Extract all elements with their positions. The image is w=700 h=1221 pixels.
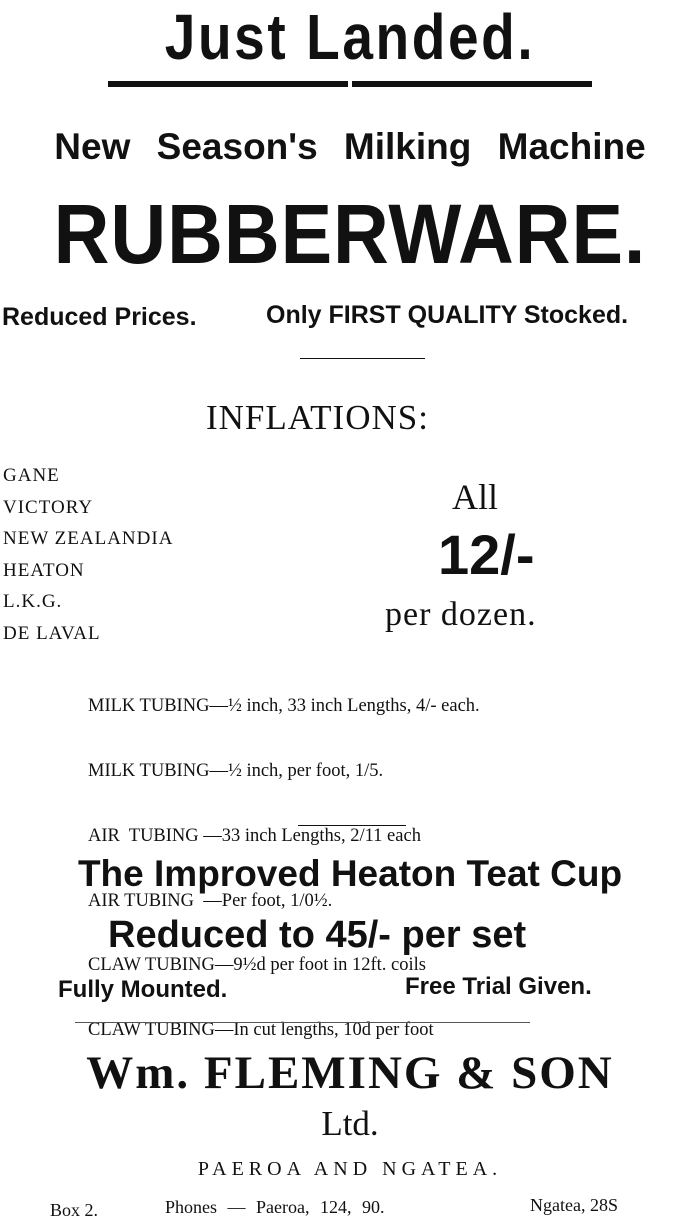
tagline-right: Only FIRST QUALITY Stocked. — [266, 301, 629, 329]
price-prefix: All — [452, 477, 499, 517]
tubing-item: CLAW TUBING—9½d per foot in 12ft. coils — [88, 955, 426, 976]
tubing-item: MILK TUBING—½ inch, 33 inch Lengths, 4/-… — [88, 696, 480, 717]
tubing-item: AIR TUBING —Per foot, 1/0½. — [88, 890, 333, 911]
double-rule-right — [352, 81, 592, 87]
company-locations: PAEROA AND NGATEA. — [197, 1158, 503, 1180]
inflations-heading: INFLATIONS: — [206, 398, 429, 437]
teat-cup-title: The Improved Heaton Teat Cup — [77, 853, 623, 894]
brand-item: GANE — [3, 465, 60, 486]
tubing-list: MILK TUBING—½ inch, 33 inch Lengths, 4/-… — [88, 653, 480, 1063]
brand-item: HEATON — [3, 559, 85, 581]
company-name: Wm. FLEMING & SON — [86, 1047, 614, 1099]
subheadline: New Season's Milking Machine — [54, 126, 646, 167]
brand-list: GANE VICTORY NEW ZEALANDIA HEATON L.K.G.… — [3, 460, 173, 650]
product-title: RUBBERWARE. — [53, 187, 647, 281]
company-suffix: Ltd. — [321, 1104, 379, 1143]
tubing-item: AIR TUBING —33 inch Lengths, 2/11 each — [88, 825, 421, 846]
teat-cup-note-right: Free Trial Given. — [405, 973, 592, 1000]
brand-item: VICTORY — [3, 496, 94, 518]
tubing-item: MILK TUBING—½ inch, per foot, 1/5. — [88, 760, 384, 781]
headline: Just Landed. — [164, 1, 536, 73]
double-rule-left — [108, 81, 348, 87]
company-phones: Phones — Paeroa, 124, 90. — [165, 1197, 385, 1217]
tagline-left: Reduced Prices. — [2, 303, 197, 331]
company-box: Box 2. — [50, 1200, 99, 1220]
tubing-item: CLAW TUBING—In cut lengths, 10d per foot — [88, 1020, 434, 1041]
brand-item: L.K.G. — [3, 591, 63, 613]
brand-item: DE LAVAL — [3, 622, 101, 644]
inflation-price: 12/- — [438, 523, 535, 586]
brand-item: NEW ZEALANDIA — [3, 528, 174, 550]
teat-cup-price: Reduced to 45/- per set — [108, 914, 527, 956]
divider — [298, 825, 406, 826]
divider — [75, 1022, 530, 1023]
price-suffix: per dozen. — [385, 596, 537, 633]
teat-cup-note-left: Fully Mounted. — [58, 976, 228, 1003]
ngatea-phone: Ngatea, 28S — [530, 1195, 618, 1215]
divider — [300, 358, 425, 359]
